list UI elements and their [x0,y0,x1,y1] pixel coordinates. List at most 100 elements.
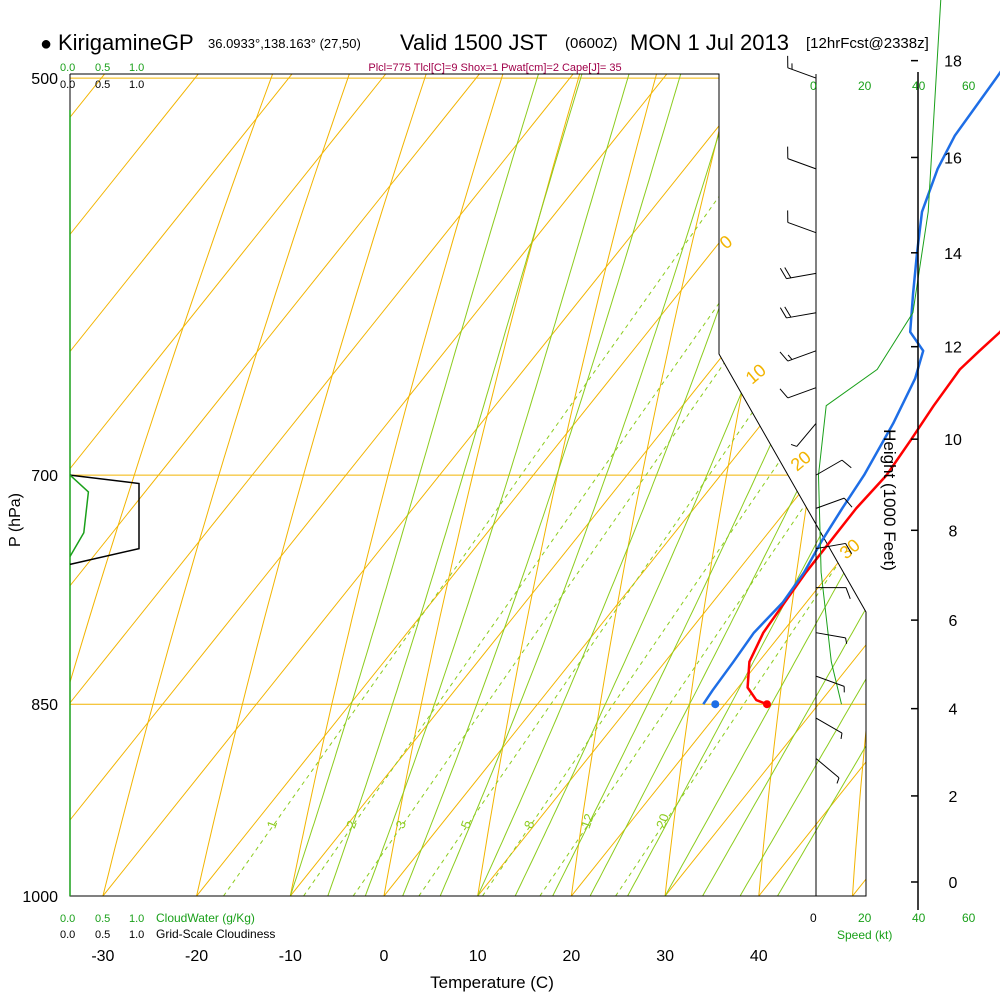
mixing-ratio-label: 1 [264,818,281,830]
height-tick-label: 4 [949,702,958,719]
x-tick-label: -10 [279,948,302,965]
wind-barb [815,632,848,644]
wind-barb [815,542,853,554]
mixing-ratio-line [223,74,866,896]
wind-barb [815,497,853,509]
dry-adiabat [477,74,866,896]
speed-tick-top-1: 20 [858,79,872,93]
wind-barb-staff [787,387,817,399]
wind-barb-flag [840,732,843,740]
wind-barb-flag [841,459,852,469]
wind-barb-flag [845,543,853,554]
isotherm-line [70,74,866,896]
isotherm-line [477,74,866,896]
wind-barb [815,717,843,740]
x-axis-label: Temperature (C) [430,973,554,992]
height-tick-label: 14 [944,246,962,263]
speed-tick-top-2: 40 [912,79,926,93]
height-tick-label: 18 [944,54,962,71]
x-tick-label: 30 [656,948,674,965]
isotherm-line [70,74,382,896]
wind-barb-staff [787,158,817,170]
wind-panel: 0 20 40 60 0 20 40 60 Speed (kt) [779,0,976,942]
moist-adiabat [327,74,866,896]
dry-adiabat-label: 10 [742,360,770,388]
height-tick-label: 2 [949,789,958,806]
height-tick-label: 16 [944,150,962,167]
moist-adiabat [402,74,866,896]
isotherm-line [70,74,850,896]
wind-barb [815,675,845,693]
moist-adiabat [664,74,866,896]
height-axis-label: Height (1000 Feet) [880,429,899,571]
isotherm-line [383,74,866,896]
zulu-time: (0600Z) [565,35,618,52]
wind-barb-flag [787,354,793,360]
speed-axis-label: Speed (kt) [837,928,892,942]
wind-barb-staff [815,717,843,734]
wind-barb-staff [815,497,845,509]
temperature-trace [746,330,1000,706]
height-axis: Height (1000 Feet) 024681012141618202224… [880,54,962,910]
x-tick-label: 20 [563,948,581,965]
mixing-ratio-label: 8 [521,818,538,830]
cloud-water-profile [69,474,90,557]
cloud-water-label: CloudWater (g/Kg) [156,911,255,925]
surface-temperature-marker [762,700,771,709]
wind-barb [787,210,817,234]
mixing-ratio-label: 20 [653,812,672,831]
surface-dewpoint-marker [711,700,720,709]
moist-adiabat [739,74,866,896]
cloud-tick-bottom-2: 1.0 [129,913,144,925]
dry-adiabat [102,74,688,896]
isotherm-line [70,74,866,896]
isotherm-line [70,74,475,896]
isotherm-line [70,74,757,896]
cloud-tick-bottom-1: 0.5 [95,913,110,925]
dry-adiabat-label: 30 [836,535,864,563]
y-tick-label: 500 [31,71,58,88]
dry-adiabat [196,74,751,896]
wind-barb-staff [815,758,840,779]
header-bullet: ● [40,33,52,55]
site-coords: 36.0933°,138.163° (27,50) [208,36,361,51]
x-tick-label: -20 [185,948,208,965]
moist-adiabat [589,74,866,896]
cloudiness-tick-top-2: 1.0 [129,79,144,91]
y-tick-label: 1000 [22,889,58,906]
y-axis-label: P (hPa) [7,493,24,547]
wind-barb-flag [779,307,787,319]
x-tick-label: 40 [750,948,768,965]
x-tick-label: 10 [469,948,487,965]
cloud-tick-top-2: 1.0 [129,62,144,74]
cloudiness-tick-bottom-2: 1.0 [129,929,144,941]
mixing-ratio-label: 5 [458,818,475,830]
cloud-tick-top-0: 0.0 [60,62,75,74]
moist-adiabat [289,74,844,896]
dry-adiabat [289,74,813,896]
mixing-ratio-line [418,74,866,896]
dry-adiabat [570,74,866,896]
height-tick-label: 12 [944,340,962,357]
wind-barb [779,387,817,399]
mixing-ratio-line [615,74,866,896]
wind-barb-staff [815,459,843,476]
height-tick-label: 0 [949,875,958,892]
wind-barb [815,758,840,784]
isotherm-line [852,74,866,896]
wind-barb [787,55,817,79]
cloudiness-tick-top-1: 0.5 [95,79,110,91]
wind-barb-flag [779,388,789,399]
cloud-panel: 0.0 0.5 1.0 0.0 0.5 1.0 0.0 0.5 1.0 Clou… [60,62,275,941]
wind-barb-staff [815,632,846,639]
speed-tick-bottom-3: 60 [962,911,976,925]
isotherm-line [70,74,569,896]
dry-adiabat [70,74,626,896]
wind-barb-flag [845,637,848,644]
wind-barb [790,423,817,447]
thermo-grid [70,74,866,896]
wind-barb-flag [784,306,792,318]
y-tick-label: 850 [31,697,58,714]
wind-barb-flag [784,267,792,279]
